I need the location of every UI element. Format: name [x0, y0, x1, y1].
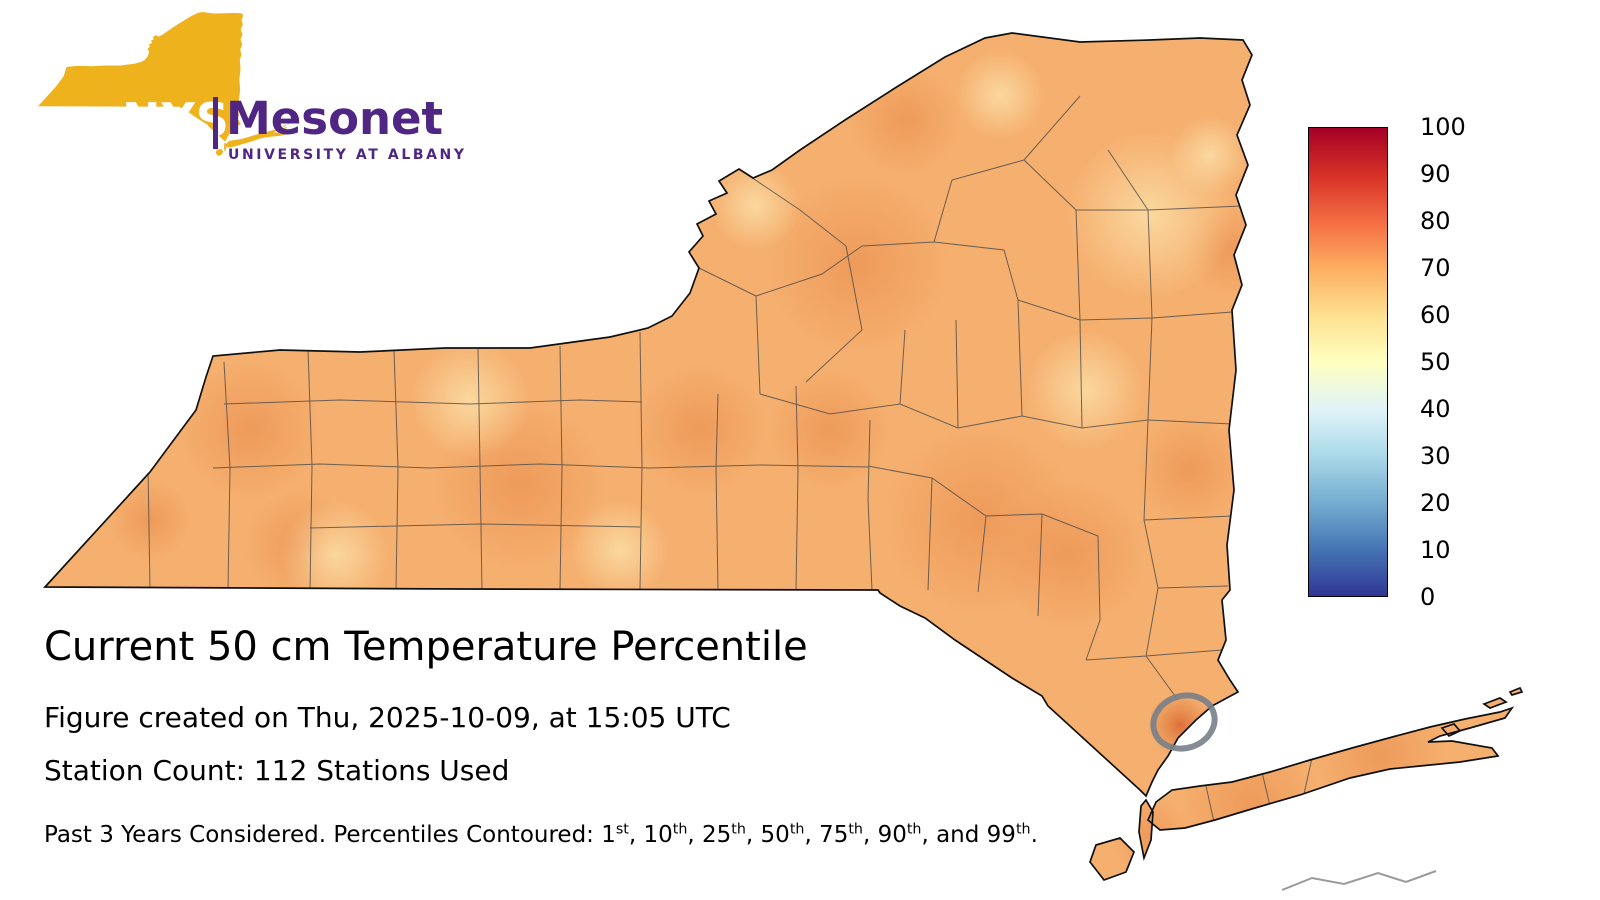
footnote-superscript: st — [615, 821, 629, 838]
colorbar-tick-label: 80 — [1420, 207, 1451, 235]
footnote-superscript: th — [731, 821, 746, 838]
figure-created-line: Figure created on Thu, 2025-10-09, at 15… — [44, 701, 731, 734]
footnote-segment: , 25 — [687, 822, 732, 848]
colorbar-tick-label: 10 — [1420, 536, 1451, 564]
logo-mesonet-text: Mesonet — [226, 92, 444, 145]
footnote-superscript: th — [789, 821, 805, 838]
annotation-ring — [1150, 692, 1218, 752]
colorbar-tick-label: 30 — [1420, 442, 1451, 470]
colorbar-tick-label: 40 — [1420, 395, 1451, 423]
colorbar-tick-label: 50 — [1420, 348, 1451, 376]
colorbar-tick-label: 60 — [1420, 301, 1451, 329]
colorbar-gradient — [1308, 127, 1388, 597]
colorbar-tick-label: 100 — [1420, 113, 1466, 141]
colorbar-tick-label: 90 — [1420, 160, 1451, 188]
colorbar-tick-labels: 100 90 80 70 60 50 40 30 20 10 0 — [1420, 113, 1500, 611]
footnote-superscript: th — [672, 821, 688, 838]
footnote-superscript: th — [1015, 821, 1031, 838]
colorbar-tick-label: 20 — [1420, 489, 1451, 517]
footnote-segment: . — [1030, 822, 1038, 848]
footnote-segment: , 50 — [745, 822, 790, 848]
logo-subtitle: UNIVERSITY AT ALBANY — [228, 147, 467, 163]
footnote-superscript: th — [906, 821, 922, 838]
footnote-segment: , and 99 — [921, 822, 1016, 848]
logo-divider — [213, 97, 218, 149]
figure-title: Current 50 cm Temperature Percentile — [44, 624, 808, 670]
station-count-line: Station Count: 112 Stations Used — [44, 754, 510, 787]
logo-nys-text: NYS — [122, 93, 230, 147]
footnote-superscript: th — [848, 821, 863, 838]
colorbar-tick-label: 0 — [1420, 583, 1436, 611]
footnote-segment: , 75 — [804, 822, 849, 848]
colorbar-tick-label: 70 — [1420, 254, 1451, 282]
footnote-segment: Past 3 Years Considered. Percentiles Con… — [44, 822, 616, 848]
coastline-fragment — [1281, 870, 1437, 891]
footnote: Past 3 Years Considered. Percentiles Con… — [44, 822, 1038, 848]
county-boundaries — [147, 95, 1313, 823]
footnote-segment: , 90 — [862, 822, 907, 848]
footnote-segment: , 10 — [628, 822, 673, 848]
